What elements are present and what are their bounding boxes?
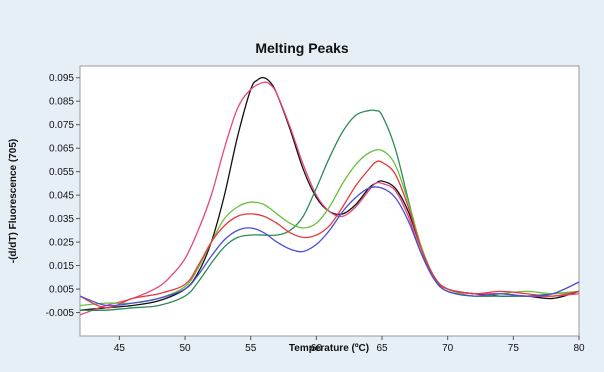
x-tick-label: 60 bbox=[311, 343, 323, 354]
y-tick-label: 0.065 bbox=[49, 144, 74, 155]
y-tick-label: 0.075 bbox=[49, 120, 74, 131]
y-tick-label: 0.085 bbox=[49, 97, 74, 108]
x-tick-label: 65 bbox=[376, 343, 388, 354]
series-line-6 bbox=[79, 186, 580, 307]
series-lines bbox=[79, 76, 580, 316]
x-tick-label: 45 bbox=[114, 343, 126, 354]
x-tick-label: 75 bbox=[508, 343, 520, 354]
y-tick-label: 0.005 bbox=[49, 285, 74, 296]
x-axis: 45 50 55 60 65 70 75 80 bbox=[114, 336, 585, 354]
y-axis: -0.005 0.005 0.015 0.025 0.035 0.045 0.055 0.06… bbox=[46, 73, 80, 319]
y-tick-label: 0.025 bbox=[49, 238, 74, 249]
y-tick-label: 0.035 bbox=[49, 214, 74, 225]
x-tick-label: 70 bbox=[442, 343, 454, 354]
y-tick-label: 0.095 bbox=[49, 73, 74, 84]
x-tick-label: 50 bbox=[179, 343, 191, 354]
y-tick-label: 0.055 bbox=[49, 167, 74, 178]
x-tick-label: 80 bbox=[573, 343, 585, 354]
y-tick-label: -0.005 bbox=[46, 308, 75, 319]
y-tick-label: 0.045 bbox=[49, 191, 74, 202]
chart-title: Melting Peaks bbox=[255, 40, 349, 56]
series-line-5 bbox=[79, 160, 580, 309]
x-tick-label: 55 bbox=[245, 343, 257, 354]
y-tick-label: 0.015 bbox=[49, 261, 74, 272]
y-axis-title: -(d/dT) Fluorescence (705) bbox=[8, 139, 19, 263]
x-axis-title: Temperature (ºC) bbox=[289, 343, 369, 354]
